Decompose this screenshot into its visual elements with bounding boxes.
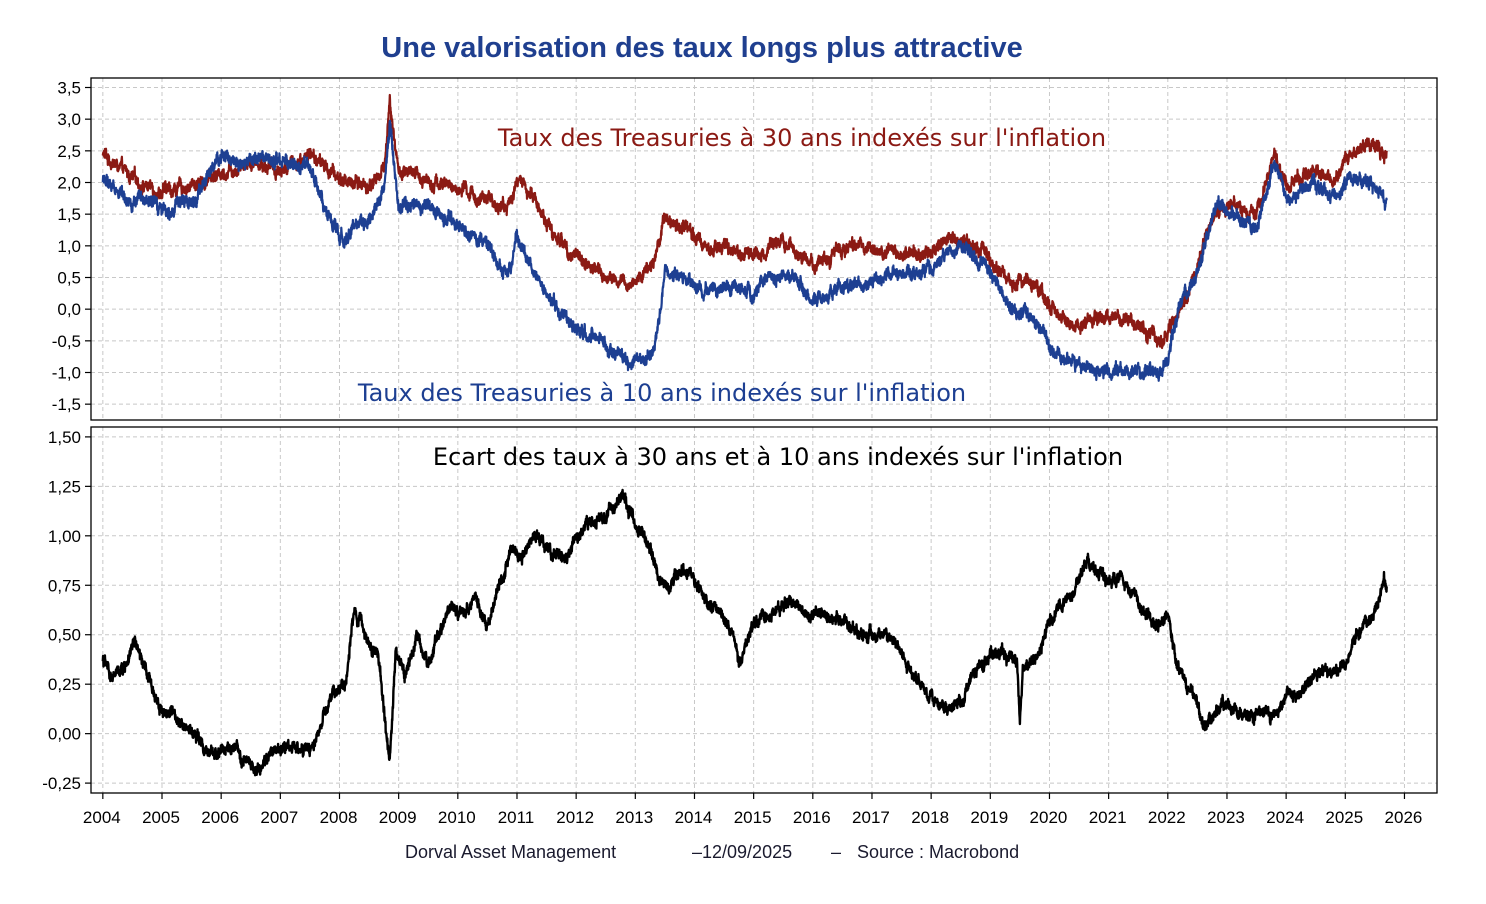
x-tick-label: 2007 (260, 808, 298, 827)
x-tick-label: 2024 (1266, 808, 1304, 827)
series-line-spread (101, 488, 1388, 777)
x-tick-label: 2019 (970, 808, 1008, 827)
x-tick-label: 2014 (675, 808, 713, 827)
y-tick-label: 2,5 (57, 142, 81, 161)
y-tick-label: 0,25 (48, 675, 81, 694)
x-tick-label: 2005 (142, 808, 180, 827)
top-panel-series (101, 93, 1388, 382)
footer-source: Source : Macrobond (857, 842, 1019, 862)
x-axis: 2004 2005 2006 2007 2008 2009 2010 2011 2012 2013… (83, 793, 1422, 827)
x-tick-label: 2022 (1148, 808, 1186, 827)
x-tick-label: 2009 (379, 808, 417, 827)
y-tick-label: 0,75 (48, 576, 81, 595)
y-tick-label: 3,0 (57, 110, 81, 129)
x-tick-label: 2012 (556, 808, 594, 827)
y-tick-label: -0,5 (52, 332, 81, 351)
series-label-30y: Taux des Treasuries à 30 ans indexés sur… (497, 124, 1106, 152)
y-tick-label: 1,00 (48, 527, 81, 546)
top-panel-frame (90, 77, 1438, 421)
series-line-30y (101, 93, 1388, 350)
bottom-panel-y-axis: -0,25 0,00 0,25 0,50 0,75 1,00 1,25 1,50 (42, 428, 91, 793)
top-panel-grid (91, 78, 1437, 420)
x-tick-label: 2016 (793, 808, 831, 827)
y-tick-label: 0,50 (48, 626, 81, 645)
x-tick-label: 2020 (1030, 808, 1068, 827)
y-tick-label: 1,5 (57, 205, 81, 224)
x-tick-label: 2026 (1385, 808, 1423, 827)
y-tick-label: 1,25 (48, 477, 81, 496)
x-tick-label: 2011 (498, 808, 535, 827)
y-tick-label: 0,0 (57, 300, 81, 319)
x-tick-label: 2021 (1089, 808, 1127, 827)
footer-separator: – (831, 842, 841, 862)
y-tick-label: 0,5 (57, 269, 81, 288)
y-tick-label: 0,00 (48, 725, 81, 744)
y-tick-label: -1,0 (52, 364, 81, 383)
bottom-panel-grid (91, 427, 1437, 793)
x-tick-label: 2017 (852, 808, 890, 827)
x-tick-label: 2013 (615, 808, 653, 827)
y-tick-label: 1,0 (57, 237, 81, 256)
series-label-10y: Taux des Treasuries à 10 ans indexés sur… (357, 379, 966, 407)
y-tick-label: 2,0 (57, 174, 81, 193)
y-tick-label: -0,25 (42, 774, 81, 793)
x-tick-label: 2008 (320, 808, 358, 827)
bottom-panel-frame (90, 426, 1438, 794)
x-tick-label: 2010 (438, 808, 476, 827)
x-tick-label: 2018 (911, 808, 949, 827)
x-tick-label: 2025 (1325, 808, 1363, 827)
top-panel-y-axis: -1,5 -1,0 -0,5 0,0 0,5 1,0 1,5 2,0 2,5 3,0 3,5 (52, 79, 91, 414)
y-tick-label: 3,5 (57, 79, 81, 98)
x-tick-label: 2004 (83, 808, 121, 827)
footer-company: Dorval Asset Management (405, 842, 616, 862)
x-tick-label: 2006 (201, 808, 239, 827)
series-label-spread: Ecart des taux à 30 ans et à 10 ans inde… (433, 443, 1123, 471)
x-tick-label: 2015 (734, 808, 772, 827)
footer-date: –12/09/2025 (692, 842, 792, 862)
y-tick-label: -1,5 (52, 395, 81, 414)
series-line-10y (101, 119, 1388, 382)
bottom-panel-series (101, 488, 1388, 777)
chart-title: Une valorisation des taux longs plus att… (381, 32, 1022, 64)
x-tick-label: 2023 (1207, 808, 1245, 827)
y-tick-label: 1,50 (48, 428, 81, 447)
